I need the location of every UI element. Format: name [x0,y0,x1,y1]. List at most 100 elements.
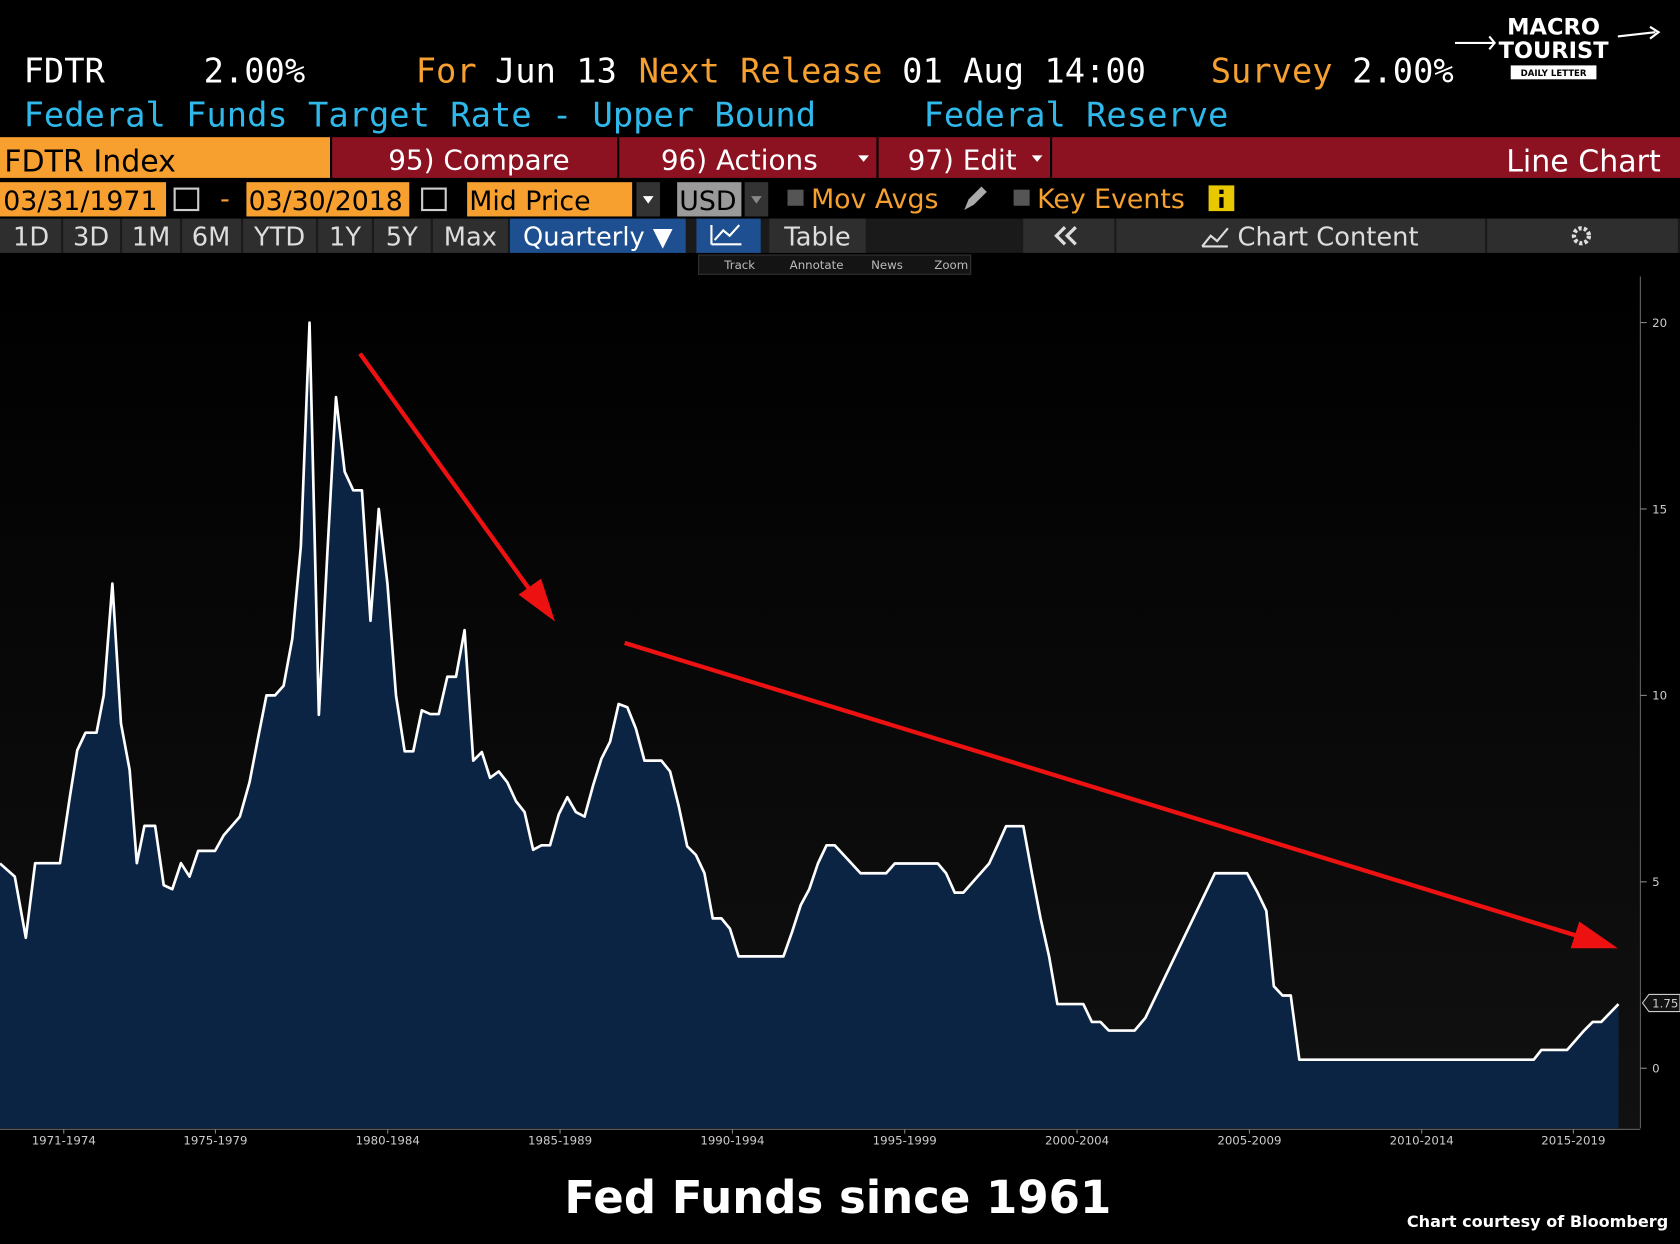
annotations [358,352,1618,949]
x-tick-label: 1980-1984 [356,1133,420,1147]
chart-content-button[interactable] [1116,218,1485,253]
settings-button[interactable] [1487,218,1678,253]
range-button[interactable] [122,218,180,253]
y-tick-label: 5 [1652,875,1660,889]
date-dash: - [220,184,230,215]
range-button[interactable] [182,218,242,253]
controls: 03/31/1971 - 03/30/2018 Mid Price USD Mo… [0,182,1235,217]
tool[interactable]: Track [723,258,755,272]
table-button[interactable] [769,218,866,253]
mov-avgs: Mov Avgs [811,184,938,215]
range-label: YTD [253,222,305,252]
end-date-box[interactable] [246,182,410,217]
dropdown-arrow [751,196,762,204]
last-value: 2.00% [204,52,306,91]
range-label: 1D [13,222,49,252]
last-value-box [1641,993,1680,1013]
x-tick-label: 2010-2014 [1390,1133,1454,1147]
currency: USD [679,186,736,217]
price-box[interactable] [467,182,633,217]
range-label: Max [444,222,497,252]
edit-button[interactable]: 97) Edit [908,143,1017,176]
range-button[interactable] [243,218,317,253]
range-bar: 1D 3D 1M 6M YTD 1Y 5Y Max Quarterly ▼ Ta… [0,218,1680,275]
tool[interactable]: Annotate [790,258,844,272]
x-tick-label: 1971-1974 [32,1133,96,1147]
x-tick-label: 2015-2019 [1541,1133,1605,1147]
logo-line: MACRO [1507,14,1600,40]
next-date: 01 Aug 14:00 [902,52,1146,91]
range-label: 6M [192,222,231,252]
logo-banner [1510,65,1597,80]
range-button[interactable] [63,218,120,253]
range-button[interactable] [0,218,62,253]
checkbox[interactable] [1013,189,1030,206]
chart-icon [710,224,742,246]
calendar-icon[interactable] [421,187,447,212]
y-tick-label: 10 [1652,689,1667,703]
checkbox[interactable] [787,189,804,206]
actions-button[interactable]: 96) Actions [661,143,818,176]
period-button[interactable] [510,218,686,253]
logo-line: TOURIST [1499,38,1610,64]
tool[interactable]: News [871,258,903,272]
range-button[interactable] [432,218,508,253]
chart-content-icon [1201,227,1229,248]
logo: MACRO TOURIST DAILY LETTER [1455,14,1661,80]
x-tick-label: 1995-1999 [873,1133,937,1147]
end-date: 03/30/2018 [249,186,403,217]
key-events: Key Events [1037,184,1185,215]
collapse-icon [1054,226,1077,246]
pencil-icon[interactable] [964,186,987,211]
calendar-icon[interactable] [173,187,200,212]
dropdown-arrow [642,196,654,204]
next-label: Next Release [639,52,883,91]
header: FDTR 2.00% For Jun 13 Next Release 01 Au… [24,52,1454,135]
start-date-box[interactable] [0,182,167,217]
gear-icon [1571,226,1592,246]
range-button[interactable] [318,218,372,253]
x-tick-label: 2005-2009 [1217,1133,1281,1147]
for-date: Jun 13 [495,52,617,91]
y-tick-label: 15 [1652,502,1667,516]
menu-bar [332,137,1680,178]
table-label: Table [783,222,850,252]
logo-line: DAILY LETTER [1521,69,1587,79]
line [0,321,1620,1062]
security: FDTR Index [4,144,176,179]
description: Federal Funds Target Rate - Upper Bound [24,95,816,134]
chart-type: Line Chart [1506,144,1661,179]
info-glyph [1219,197,1224,208]
chart-content-label: Chart Content [1238,222,1419,252]
last-value-label: 1.75 [1652,996,1678,1010]
y-tick-label: 20 [1652,316,1667,330]
separators [617,137,1053,178]
price-field: Mid Price [469,186,590,217]
currency-box[interactable] [677,182,742,217]
info-glyph [1219,189,1224,194]
x-tick-label: 1985-1989 [528,1133,592,1147]
plot: 0 5 10 15 20 1971-1974 1975-1979 1980-1984 1985-… [0,276,1680,1147]
tool[interactable]: Zoom [934,258,968,272]
y-tick-label: 0 [1652,1062,1660,1076]
for-label: For [416,52,477,91]
x-tick-label: 2000-2004 [1045,1133,1109,1147]
survey-value: 2.00% [1352,52,1454,91]
period: Quarterly ▼ [523,222,673,252]
source: Federal Reserve [924,95,1229,134]
ticker: FDTR [24,52,106,91]
x-tick-label: 1990-1994 [700,1133,764,1147]
caption: Fed Funds since 1961 [564,1171,1111,1224]
range-label: 3D [73,222,109,252]
trend-arrow [358,352,1608,948]
logo-arrows [1455,25,1661,51]
area-fill [0,322,1619,1129]
credit: Chart courtesy of Bloomberg [1407,1212,1668,1231]
range-label: 5Y [386,222,418,252]
range-label: 1M [132,222,171,252]
compare-button[interactable]: 95) Compare [388,143,569,176]
range-label: 1Y [329,222,361,252]
range-button[interactable] [373,218,431,253]
security-box[interactable] [0,137,330,178]
